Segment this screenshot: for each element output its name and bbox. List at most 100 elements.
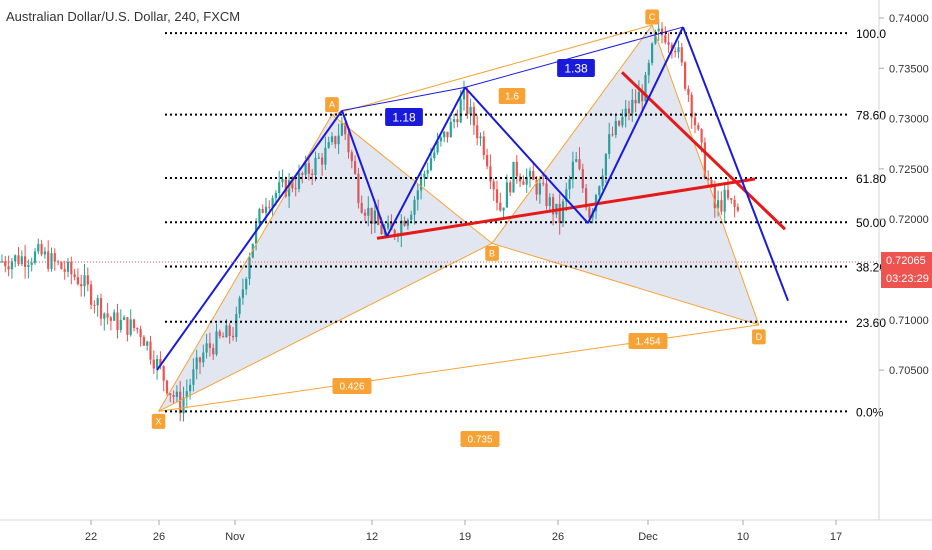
- candle-body: [60, 262, 63, 269]
- wave-line-top: [464, 26, 684, 88]
- candle-body: [426, 170, 429, 174]
- candle-body: [660, 28, 664, 36]
- candle-body: [248, 257, 251, 279]
- candle-body: [350, 152, 353, 162]
- candle-body: [357, 173, 360, 204]
- candle-body: [231, 335, 235, 338]
- candle-body: [235, 313, 238, 338]
- wave-lines: [156, 26, 789, 371]
- candle-body: [433, 152, 436, 159]
- wave-line: [682, 26, 789, 302]
- candle-body: [4, 261, 7, 267]
- price-tick-label: 0.73000: [889, 114, 929, 126]
- candle-body: [631, 99, 634, 114]
- candle-body: [212, 347, 215, 355]
- candle-body: [380, 224, 383, 235]
- candle-body: [27, 264, 30, 267]
- candle-body: [182, 397, 185, 414]
- time-tick-label: 19: [459, 531, 471, 543]
- candle-body: [76, 277, 79, 285]
- candle-body: [198, 357, 202, 363]
- candle-body: [324, 147, 327, 165]
- wave-line: [464, 86, 589, 224]
- candle-body: [387, 222, 390, 229]
- wave-ratio-label-text: 1.18: [392, 111, 416, 125]
- pattern-ratio-label: 0.426: [332, 378, 372, 394]
- candle-body: [304, 163, 307, 175]
- pattern-ratio-label-bg: [332, 378, 372, 394]
- last-price-value: 0.72065: [886, 255, 926, 267]
- candle-body: [611, 134, 614, 136]
- candle-body: [53, 253, 56, 262]
- pattern-triangle-xab: [158, 114, 493, 412]
- wave-ratio-label-bg: [557, 59, 595, 77]
- candle-body: [103, 313, 106, 319]
- candle-body: [337, 135, 340, 145]
- pattern-ratio-label: 1.454: [628, 333, 668, 349]
- time-tick-label: 17: [830, 531, 842, 543]
- candle-body: [271, 198, 274, 208]
- candle-body: [156, 358, 159, 369]
- wave-line: [587, 26, 684, 224]
- candle-body: [119, 319, 122, 330]
- candle-body: [535, 179, 538, 195]
- candle-body: [588, 207, 591, 218]
- fib-level-label: 61.80: [856, 172, 886, 186]
- candle-body: [604, 153, 607, 176]
- candle-body: [142, 337, 145, 346]
- candle-body: [73, 274, 76, 278]
- candle-body: [116, 312, 119, 330]
- candle-body: [558, 203, 561, 223]
- time-tick-label: Dec: [638, 531, 658, 543]
- fib-level-label: 23.60: [856, 316, 886, 330]
- wave-ratio-label-text: 1.38: [564, 62, 588, 76]
- candle-body: [311, 173, 314, 176]
- candle-body: [255, 223, 258, 244]
- candle-body: [476, 125, 479, 139]
- candle-body: [301, 173, 304, 175]
- candle-body: [462, 90, 466, 100]
- candle-body: [680, 47, 683, 63]
- candle-body: [505, 182, 508, 208]
- candle-body: [512, 161, 515, 193]
- candle-body: [469, 106, 472, 115]
- pattern-ratio-label-bg: [628, 333, 668, 349]
- candle-body: [522, 181, 525, 185]
- candle-body: [571, 161, 574, 180]
- pattern-point-label-text: D: [756, 332, 763, 342]
- candle-body: [634, 99, 637, 104]
- candle-body: [208, 343, 211, 348]
- pattern-point-label-bg: [645, 9, 659, 25]
- candle-body: [393, 230, 396, 237]
- time-axis: 22 26 Nov 12 19 26 Dec 10 17: [85, 520, 842, 543]
- candle-body: [80, 284, 83, 287]
- candle-body: [736, 206, 739, 211]
- candle-body: [406, 219, 409, 226]
- candle-body: [30, 262, 33, 265]
- trend-line-support: [376, 177, 756, 240]
- candle-body: [456, 119, 459, 123]
- time-tick-label: 10: [737, 531, 749, 543]
- candle-body: [502, 207, 505, 211]
- candle-body: [185, 391, 188, 398]
- pattern-point-label-text: X: [156, 416, 162, 426]
- candle-body: [618, 120, 621, 126]
- candle-body: [264, 206, 268, 213]
- candle-body: [330, 136, 334, 143]
- candle-body: [123, 317, 126, 320]
- wave-line: [156, 109, 343, 371]
- candle-body: [86, 275, 89, 285]
- candle-body: [416, 190, 419, 200]
- candle-body: [225, 325, 228, 338]
- candle-body: [14, 255, 17, 262]
- candle-body: [179, 391, 182, 414]
- candle-body: [126, 317, 129, 335]
- wave-line: [341, 110, 388, 237]
- candle-body: [93, 304, 96, 306]
- candle-body: [159, 358, 162, 367]
- candle-body: [499, 202, 502, 211]
- candle-body: [489, 166, 492, 182]
- candle-body: [657, 28, 660, 32]
- candle-body: [215, 331, 218, 355]
